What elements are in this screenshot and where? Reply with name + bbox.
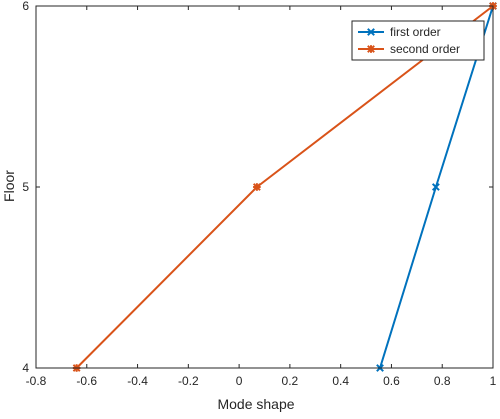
x-tick-label: 0.2 xyxy=(282,374,299,388)
legend: first order second order xyxy=(351,20,485,61)
y-tick-label: 6 xyxy=(22,0,29,13)
x-axis-title: Mode shape xyxy=(217,396,294,412)
data-point xyxy=(431,183,440,191)
x-tick-label: -0.6 xyxy=(76,374,97,388)
x-tick-label: 1 xyxy=(490,374,497,388)
x-tick-label: -0.4 xyxy=(127,374,148,388)
y-axis-title: Floor xyxy=(1,170,17,202)
legend-item: first order xyxy=(358,25,441,39)
plot-area xyxy=(36,6,493,368)
legend-item: second order xyxy=(358,42,460,56)
x-tick-label: -0.8 xyxy=(26,374,47,388)
x-tick-label: 0.6 xyxy=(383,374,400,388)
x-tick-label: 0.8 xyxy=(434,374,451,388)
x-tick-label: 0.4 xyxy=(332,374,349,388)
y-tick-label: 5 xyxy=(22,180,29,194)
legend-label: first order xyxy=(390,25,441,39)
x-tick-label: 0 xyxy=(236,374,243,388)
legend-label: second order xyxy=(390,42,460,56)
data-point xyxy=(252,183,261,191)
legend-marker xyxy=(367,45,375,53)
x-tick-label: -0.2 xyxy=(178,374,199,388)
y-tick-label: 4 xyxy=(22,361,29,375)
legend-marker xyxy=(367,28,375,36)
legend-box xyxy=(351,20,485,61)
